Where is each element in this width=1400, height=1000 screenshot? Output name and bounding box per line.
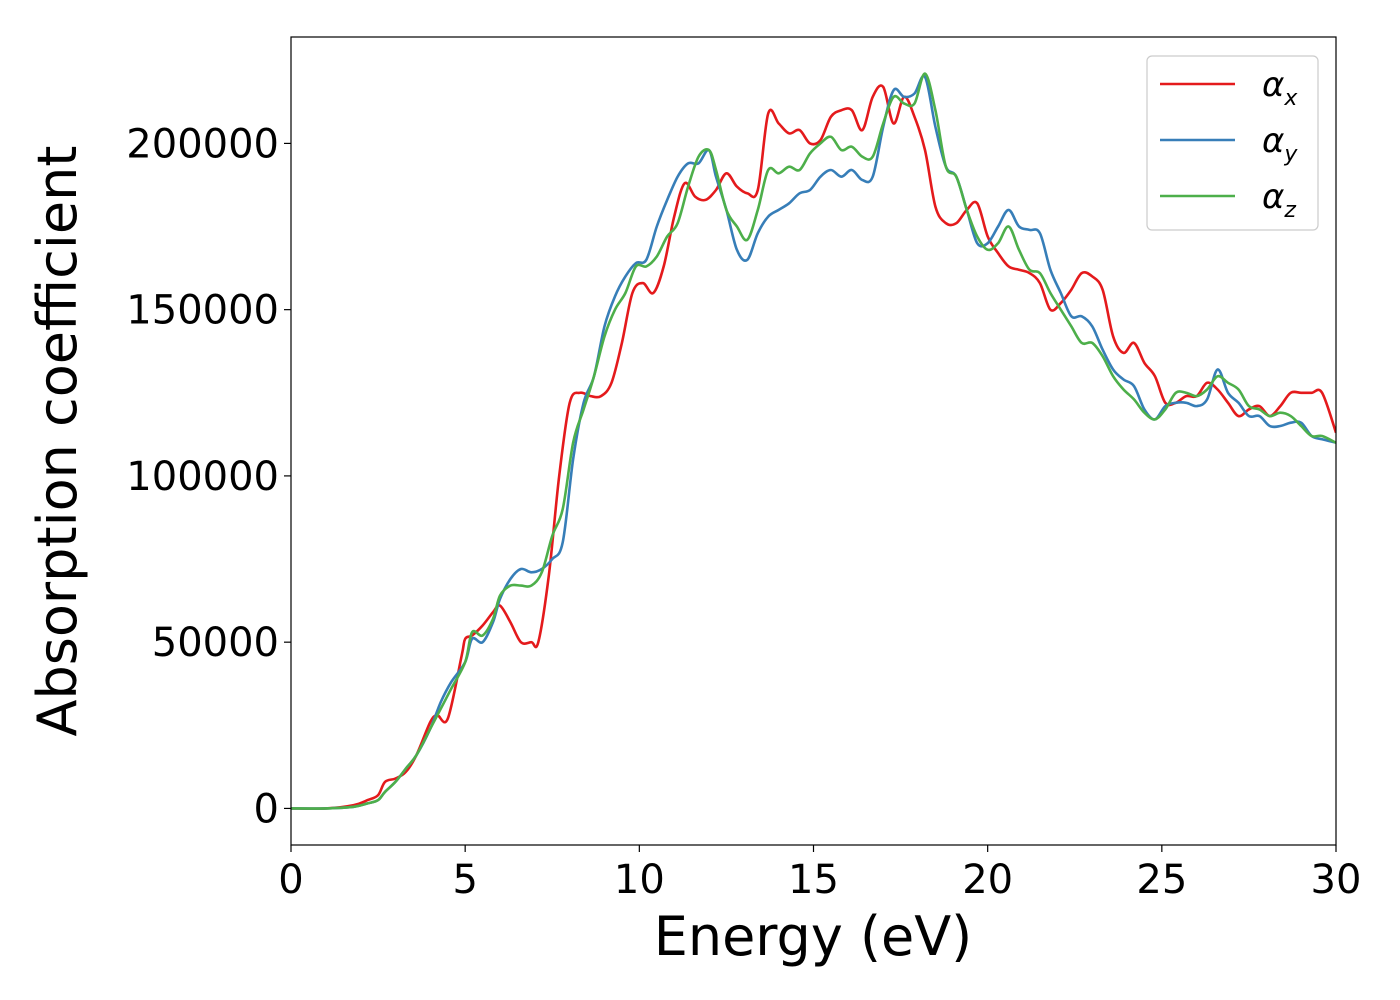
series-layer <box>291 72 1336 810</box>
x-axis: 0 5 10 15 20 25 30 <box>278 845 1361 903</box>
y-tick-label: 150000 <box>126 288 279 334</box>
x-tick-label: 15 <box>788 857 839 903</box>
series-line-z <box>291 72 1336 810</box>
legend-label-subscript: z <box>1283 198 1296 223</box>
x-tick-label: 30 <box>1311 857 1362 903</box>
y-tick-label: 0 <box>254 786 279 832</box>
legend-label-subscript: x <box>1283 86 1298 111</box>
legend-label-symbol: α <box>1262 177 1284 217</box>
legend-label-x: αx <box>1262 65 1298 111</box>
x-tick-label: 10 <box>614 857 665 903</box>
x-tick-label: 25 <box>1136 857 1187 903</box>
y-tick-label: 200000 <box>126 121 279 167</box>
legend-label-subscript: y <box>1283 142 1298 167</box>
y-axis: 0 50000 100000 150000 200000 <box>126 121 291 832</box>
series-line-x <box>291 84 1336 810</box>
y-axis-title: Absorption coefficient <box>26 146 89 737</box>
y-tick-label: 50000 <box>152 620 279 666</box>
x-tick-label: 5 <box>452 857 477 903</box>
legend-label-symbol: α <box>1262 121 1284 161</box>
legend-label-symbol: α <box>1262 65 1284 105</box>
legend-label-y: αy <box>1262 121 1298 167</box>
legend-box <box>1146 55 1319 231</box>
x-tick-label: 20 <box>962 857 1013 903</box>
x-tick-label: 0 <box>278 857 303 903</box>
x-axis-title: Energy (eV) <box>654 905 973 968</box>
y-tick-label: 100000 <box>126 454 279 500</box>
legend-label-z: αz <box>1262 177 1296 223</box>
